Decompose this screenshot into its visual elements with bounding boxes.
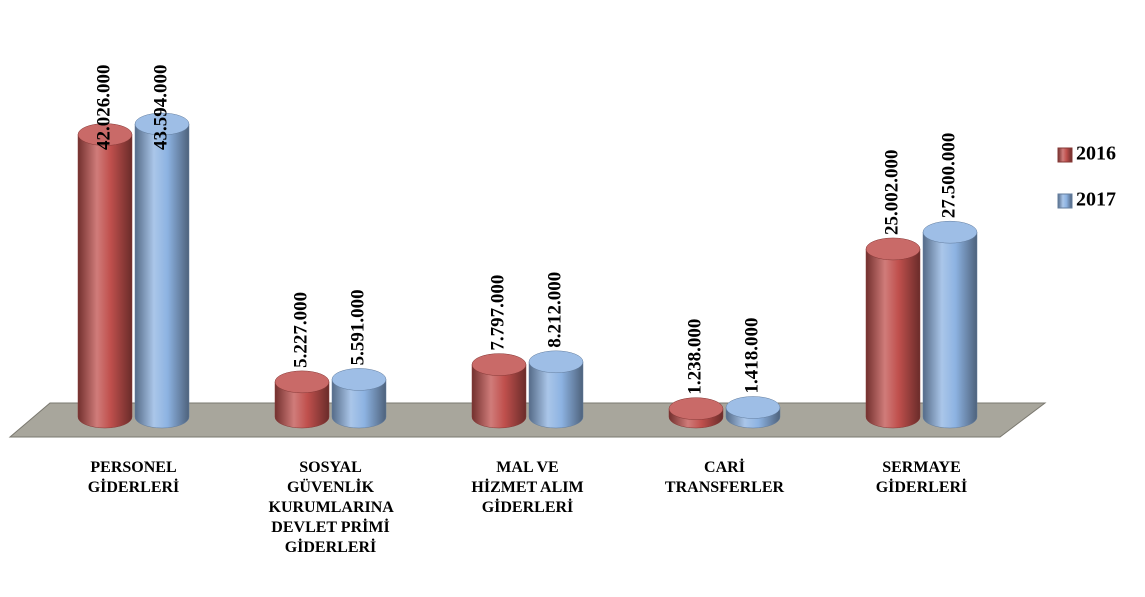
bar (274, 370, 330, 429)
bar-top (865, 237, 921, 261)
legend-label: 2017 (1076, 189, 1116, 211)
value-label: 5.591.000 (347, 289, 368, 365)
bar (865, 237, 921, 429)
value-label: 43.594.000 (150, 65, 171, 151)
value-label: 27.500.000 (938, 133, 959, 219)
category-label: MAL VE HİZMET ALIM GİDERLERİ (471, 459, 584, 516)
category-label: PERSONEL GİDERLERİ (87, 459, 180, 496)
bar-top (77, 123, 133, 146)
bar-top (134, 112, 190, 136)
bar-top (725, 396, 781, 419)
bar (471, 353, 527, 429)
value-label: 25.002.000 (881, 149, 902, 235)
bar-body (865, 248, 921, 429)
legend-label: 2016 (1076, 143, 1116, 165)
category-label: SOSYAL GÜVENLİK KURUMLARINA DEVLET PRİMİ… (268, 459, 394, 556)
bar-body (274, 381, 330, 429)
bar-body (471, 364, 527, 429)
bar-top (274, 370, 330, 394)
bar-top (668, 397, 724, 420)
bar-body (331, 379, 387, 429)
bar (725, 396, 781, 429)
legend-swatch (1057, 147, 1073, 163)
value-label: 8.212.000 (544, 272, 565, 348)
bar (528, 350, 584, 429)
category-label: SERMAYE GİDERLERİ (875, 459, 968, 496)
legend-swatch (1057, 193, 1073, 209)
value-label: 7.797.000 (487, 275, 508, 351)
bar-body (922, 231, 978, 429)
bar-top (528, 350, 584, 374)
bar-top (922, 220, 978, 244)
value-label: 1.418.000 (741, 317, 762, 393)
value-label: 1.238.000 (684, 319, 705, 395)
bar (134, 112, 190, 429)
bar-top (331, 368, 387, 391)
floor (8, 402, 1047, 438)
bar (922, 220, 978, 429)
bar (331, 368, 387, 429)
bar (77, 123, 133, 429)
value-label: 42.026.000 (93, 65, 114, 151)
value-label: 5.227.000 (290, 292, 311, 368)
bar-body (134, 123, 190, 429)
category-label: CARİ TRANSFERLER (664, 459, 785, 496)
bar-top (471, 353, 527, 376)
bar (668, 397, 724, 429)
bar-body (77, 134, 133, 429)
bar-body (528, 361, 584, 429)
